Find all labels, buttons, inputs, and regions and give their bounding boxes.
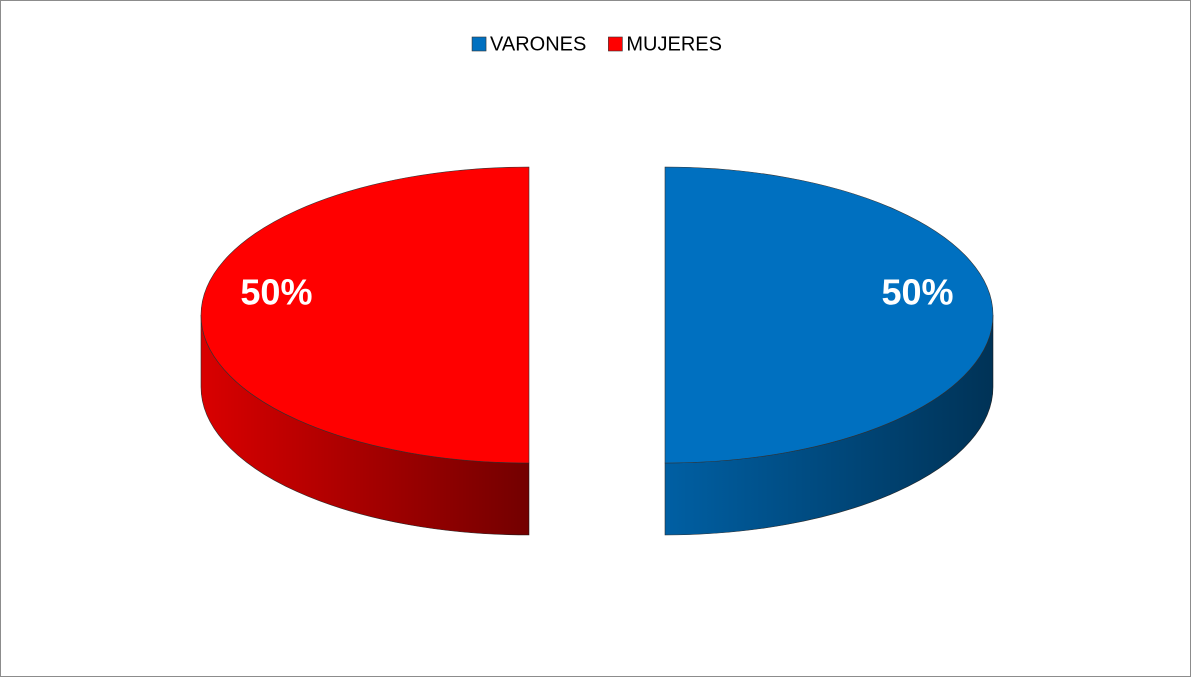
- data-label: 50%: [240, 272, 312, 313]
- slice-side-shade: [201, 315, 529, 535]
- legend-swatch: [608, 36, 623, 52]
- legend-label: VARONES: [490, 33, 586, 55]
- slice: [664, 166, 994, 464]
- slice: [200, 166, 530, 464]
- slice-side-shade: [665, 315, 993, 535]
- legend-label: MUJERES: [626, 33, 722, 55]
- legend-swatch: [471, 36, 487, 52]
- data-label: 50%: [882, 272, 954, 313]
